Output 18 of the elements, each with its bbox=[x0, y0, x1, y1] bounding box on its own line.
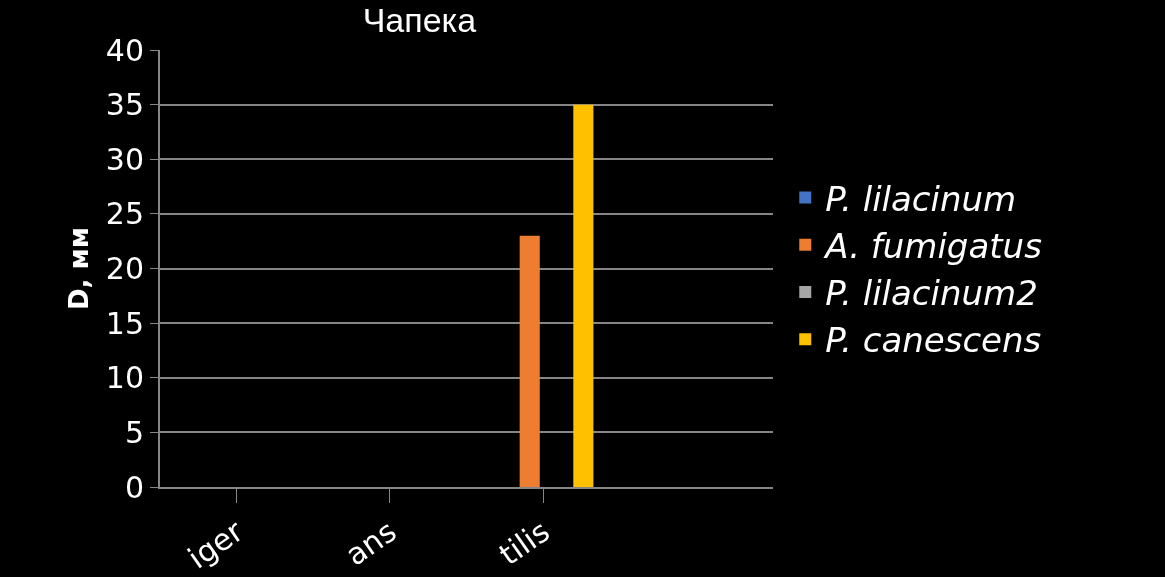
y-tick-label: 35 bbox=[105, 87, 144, 123]
x-tick-label: ans bbox=[338, 513, 403, 573]
y-tick-label: 25 bbox=[105, 196, 144, 232]
legend-label: P. lilacinum bbox=[825, 178, 1017, 219]
y-tick-label: 10 bbox=[105, 360, 144, 396]
y-axis-title: D, мм bbox=[63, 226, 94, 311]
y-tick-label: 20 bbox=[105, 251, 144, 286]
y-tick-label: 15 bbox=[105, 305, 144, 341]
x-tick-label: tilis bbox=[492, 513, 556, 573]
y-tick-label: 5 bbox=[124, 414, 144, 450]
chart-title: Чапека bbox=[362, 1, 477, 40]
y-tick-label: 30 bbox=[105, 141, 144, 177]
legend-label: A. fumigatus bbox=[823, 226, 1042, 267]
y-tick-label: 40 bbox=[105, 32, 144, 68]
legend-label: P. lilacinum2 bbox=[825, 273, 1038, 314]
x-tick-label: iger bbox=[181, 512, 250, 576]
y-tick-label: 0 bbox=[124, 469, 144, 505]
legend-label: P. canescens bbox=[825, 320, 1042, 361]
